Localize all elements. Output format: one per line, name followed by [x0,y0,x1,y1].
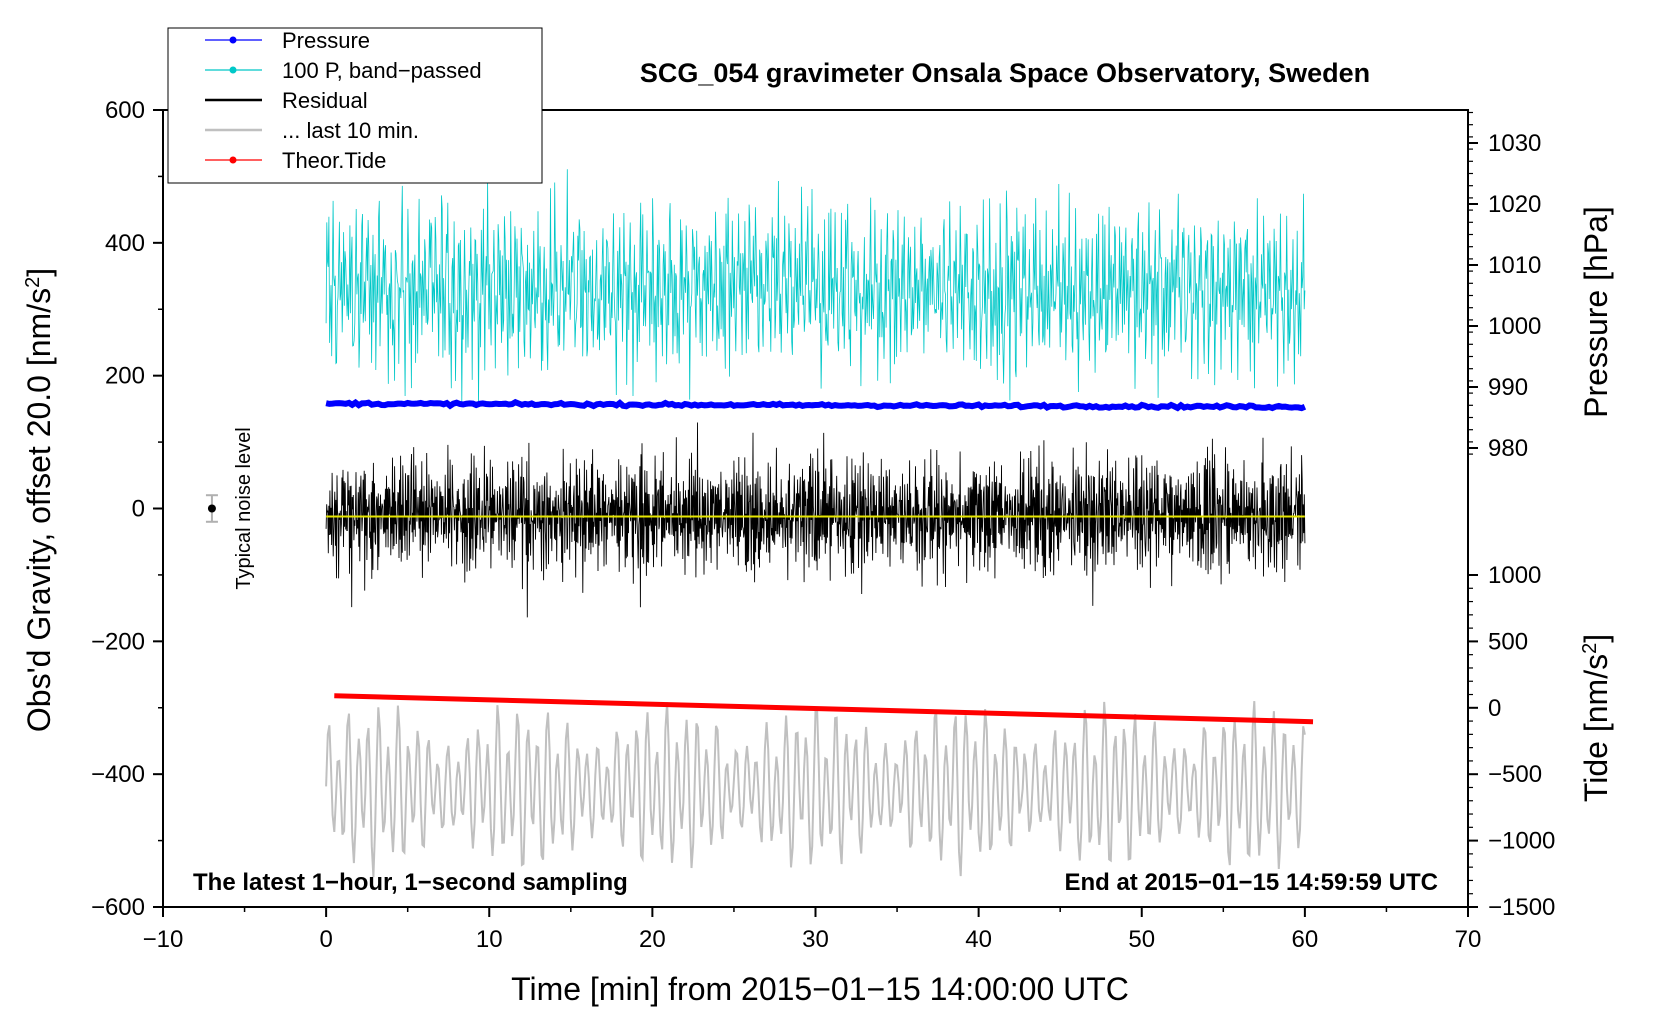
tide-tick-label: 500 [1488,628,1528,655]
x-tick-label: 70 [1455,926,1482,953]
y-tick-label: 0 [132,496,145,523]
x-tick-label: 60 [1292,926,1319,953]
pressure-tick-label: 980 [1488,435,1528,462]
tide-tick-label: −1000 [1488,828,1555,855]
legend-marker [229,66,237,74]
pressure-tick-label: 990 [1488,374,1528,401]
tide-axis-label: Tide [nm/s2] [1578,634,1614,802]
tide-tick-label: 0 [1488,695,1501,722]
x-axis-label: Time [min] from 2015−01−15 14:00:00 UTC [511,971,1129,1007]
legend-box [167,27,543,184]
pressure-tick-label: 1030 [1488,130,1541,157]
noise-dot [207,504,216,513]
legend-marker [229,156,237,164]
annotation-left: The latest 1−hour, 1−second sampling [193,869,628,896]
legend-marker [229,36,237,44]
series-layer [325,169,1314,878]
x-tick-label: −10 [143,926,184,953]
y-tick-label: −600 [91,894,145,921]
legend-items: Pressure 100 P, band−passed Residual ... la… [205,28,482,173]
series-tide-line [334,693,1314,725]
annotation-right: End at 2015−01−15 14:59:59 UTC [1064,869,1438,896]
ticks-layer: −10 0 10 20 30 40 50 60 70−600−400−2000200400600… [91,97,1555,953]
noise-marker [205,494,218,523]
x-tick-label: 50 [1128,926,1155,953]
y-tick-label: 600 [105,97,145,124]
legend-label: ... last 10 min. [282,118,419,143]
legend-label: Pressure [282,28,370,53]
x-tick-label: 30 [802,926,829,953]
y-tick-label: 400 [105,230,145,257]
pressure-tick-label: 1000 [1488,313,1541,340]
pressure-tick-label: 1010 [1488,252,1541,279]
legend: Pressure 100 P, band−passed Residual ... la… [167,27,543,184]
chart-title: SCG_054 gravimeter Onsala Space Observat… [640,58,1370,88]
x-tick-label: 10 [476,926,503,953]
x-tick-label: 0 [319,926,332,953]
series-pressure-line [325,398,1307,412]
legend-label: Theor.Tide [282,148,386,173]
tide-tick-label: 1000 [1488,562,1541,589]
y-tick-label: −400 [91,761,145,788]
tide-tick-label: −500 [1488,761,1542,788]
legend-label: 100 P, band−passed [282,58,482,83]
legend-label: Residual [282,88,368,113]
series-bandpass-line [325,169,1306,407]
series-last10min-line [325,701,1306,878]
pressure-tick-label: 1020 [1488,191,1541,218]
tide-tick-label: −1500 [1488,894,1555,921]
series-residual-line [325,422,1306,618]
x-tick-label: 40 [965,926,992,953]
x-tick-label: 20 [639,926,666,953]
y-tick-label: −200 [91,628,145,655]
y-tick-label: 200 [105,363,145,390]
y-axis-label: Obs'd Gravity, offset 20.0 [nm/s2] [21,268,57,732]
pressure-axis-label: Pressure [hPa] [1578,206,1614,418]
noise-level-label: Typical noise level [233,427,255,589]
